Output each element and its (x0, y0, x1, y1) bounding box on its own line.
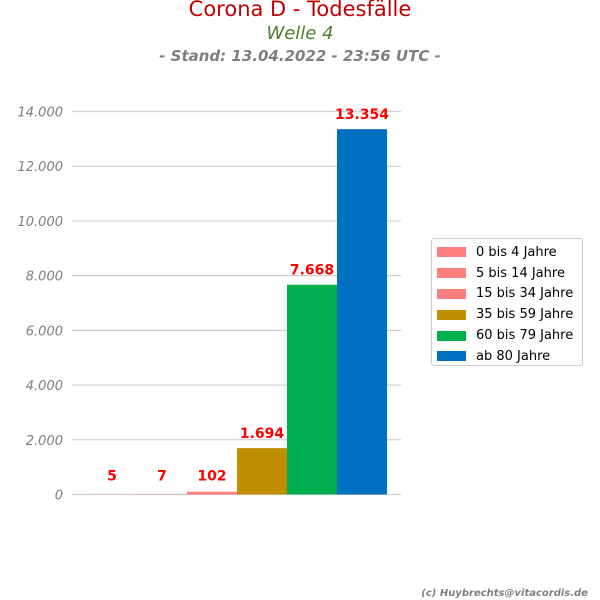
legend-label: 15 bis 34 Jahre (476, 286, 574, 302)
bar (187, 491, 237, 495)
y-tick-label: 6.000 (26, 324, 63, 339)
bar-value-label: 13.354 (335, 107, 389, 123)
bar-value-label: 7 (157, 469, 167, 485)
legend-swatch (437, 288, 466, 299)
legend-label: ab 80 Jahre (476, 348, 551, 364)
legend-swatch (437, 247, 466, 258)
legend-swatch (437, 309, 466, 320)
y-tick-label: 0 (55, 489, 63, 504)
legend-item: 5 bis 14 Jahre (437, 263, 582, 284)
legend-label: 35 bis 59 Jahre (476, 307, 574, 323)
y-tick-label: 4.000 (26, 379, 63, 394)
legend-swatch (437, 351, 466, 362)
chart-title: Corona D - Todesfälle (188, 0, 412, 21)
legend-item: ab 80 Jahre (437, 346, 582, 367)
copyright-credit: (c) Huybrechts@vitacordis.de (421, 588, 588, 599)
data-timestamp: - Stand: 13.04.2022 - 23:56 UTC - (159, 47, 441, 65)
bar (337, 129, 387, 495)
bar (287, 284, 337, 495)
legend-item: 15 bis 34 Jahre (437, 284, 582, 305)
legend-label: 0 bis 4 Jahre (476, 244, 557, 260)
legend-swatch (437, 330, 466, 341)
legend-label: 60 bis 79 Jahre (476, 328, 574, 344)
legend-item: 0 bis 4 Jahre (437, 242, 582, 263)
y-tick-label: 14.000 (18, 106, 64, 121)
y-tick-label: 10.000 (18, 215, 64, 230)
legend-item: 35 bis 59 Jahre (437, 304, 582, 325)
bar (237, 448, 287, 495)
legend-swatch (437, 268, 466, 279)
y-tick-label: 12.000 (18, 160, 64, 175)
chart-subtitle: Welle 4 (266, 23, 334, 44)
bar-value-label: 7.668 (290, 263, 334, 279)
bar-value-label: 5 (107, 469, 117, 485)
y-tick-label: 2.000 (26, 434, 63, 449)
bar-value-label: 1.694 (240, 426, 285, 442)
legend-label: 5 bis 14 Jahre (476, 265, 565, 281)
y-tick-label: 8.000 (26, 270, 63, 285)
legend-item: 60 bis 79 Jahre (437, 325, 582, 346)
chart-legend: 0 bis 4 Jahre 5 bis 14 Jahre 15 bis 34 Jah… (431, 238, 583, 366)
bar-value-label: 102 (197, 469, 226, 485)
